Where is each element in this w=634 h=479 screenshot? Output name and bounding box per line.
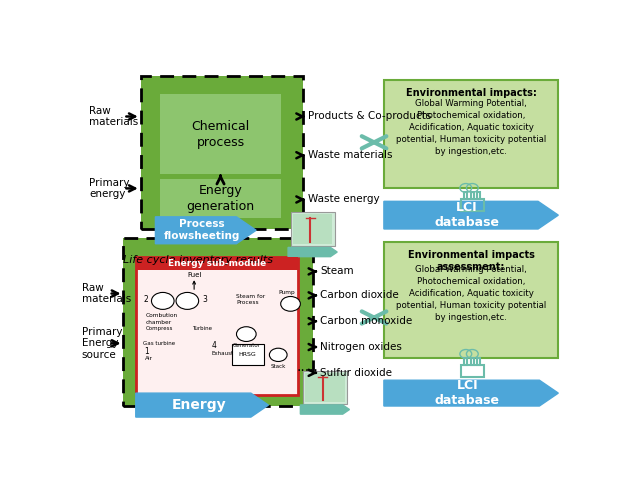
Bar [231, 344, 264, 365]
Text: Steam for: Steam for [236, 294, 266, 298]
Circle shape [269, 348, 287, 362]
Text: chamber: chamber [146, 319, 172, 325]
Text: Compress: Compress [146, 326, 173, 331]
Bar [160, 179, 281, 218]
Circle shape [152, 292, 174, 309]
Bar [461, 365, 484, 376]
Text: Steam: Steam [320, 266, 354, 276]
Bar [471, 358, 474, 365]
Text: LCI
database: LCI database [434, 201, 500, 229]
Text: Process: Process [236, 300, 259, 305]
Bar [141, 76, 303, 229]
Text: Global Warming Potential,
Photochemical oxidation,
Acidification, Aquatic toxici: Global Warming Potential, Photochemical … [396, 99, 547, 156]
Text: 3: 3 [203, 295, 207, 304]
Bar [136, 257, 298, 395]
Text: Environmental impacts:: Environmental impacts: [406, 88, 536, 98]
Text: Waste materials: Waste materials [307, 150, 392, 160]
Text: 1: 1 [145, 347, 150, 356]
Text: Energy
generation: Energy generation [186, 184, 255, 213]
Text: Carbon dioxide: Carbon dioxide [320, 290, 399, 300]
Bar [464, 358, 467, 365]
Text: Stack: Stack [271, 364, 286, 369]
Bar [303, 371, 347, 404]
Text: Generator: Generator [232, 343, 261, 348]
Bar [464, 193, 467, 199]
Text: Products & Co-products: Products & Co-products [307, 112, 431, 122]
Text: 2: 2 [143, 295, 148, 304]
Polygon shape [301, 405, 349, 414]
Text: Combution: Combution [146, 313, 178, 318]
Polygon shape [384, 201, 559, 229]
Bar [160, 94, 281, 174]
Text: Life cycle inventory results: Life cycle inventory results [124, 255, 273, 265]
Bar [384, 242, 559, 358]
Text: Turbine: Turbine [192, 326, 212, 331]
Bar [136, 257, 298, 270]
Text: Raw
materials: Raw materials [89, 106, 138, 127]
Text: Process
flowsheeting: Process flowsheeting [164, 219, 240, 241]
Text: Carbon monoxide: Carbon monoxide [320, 316, 412, 326]
Bar [124, 238, 313, 406]
Bar [290, 212, 335, 246]
Text: Energy: Energy [171, 398, 226, 412]
Polygon shape [155, 217, 256, 244]
Text: Exhaust: Exhaust [212, 351, 234, 356]
Bar [384, 80, 559, 188]
Bar [124, 238, 313, 406]
Text: Waste energy: Waste energy [307, 194, 379, 205]
Bar [477, 193, 481, 199]
Text: Gas turbine: Gas turbine [143, 341, 175, 346]
Circle shape [176, 292, 198, 309]
Text: Environmental impacts
assessment:: Environmental impacts assessment: [408, 250, 534, 272]
Text: Chemical
process: Chemical process [191, 120, 250, 148]
Text: Primary
energy: Primary energy [89, 178, 129, 199]
Polygon shape [288, 248, 337, 257]
Text: Sulfur dioxide: Sulfur dioxide [320, 368, 392, 378]
Text: Energy sub-module: Energy sub-module [168, 259, 266, 268]
Bar [477, 358, 481, 365]
Text: Pump: Pump [278, 290, 295, 295]
Text: Global Warming Potential,
Photochemical oxidation,
Acidification, Aquatic toxici: Global Warming Potential, Photochemical … [396, 265, 547, 322]
Polygon shape [136, 393, 268, 417]
Text: .....: ..... [297, 360, 319, 374]
Bar [306, 373, 345, 402]
Bar [471, 193, 474, 199]
Text: Primary
Energy
source: Primary Energy source [82, 327, 122, 360]
Polygon shape [384, 380, 559, 406]
Text: Air: Air [145, 356, 153, 361]
Bar [141, 76, 303, 229]
Bar [461, 199, 484, 211]
Circle shape [236, 327, 256, 342]
Text: Nitrogen oxides: Nitrogen oxides [320, 342, 402, 352]
Circle shape [281, 297, 301, 311]
Text: 4: 4 [212, 341, 217, 350]
Text: LCI
database: LCI database [435, 379, 500, 407]
Bar [293, 214, 332, 244]
Text: Fuel: Fuel [187, 272, 202, 278]
Text: Raw
materials: Raw materials [82, 283, 131, 304]
Text: HRSG: HRSG [238, 352, 256, 357]
